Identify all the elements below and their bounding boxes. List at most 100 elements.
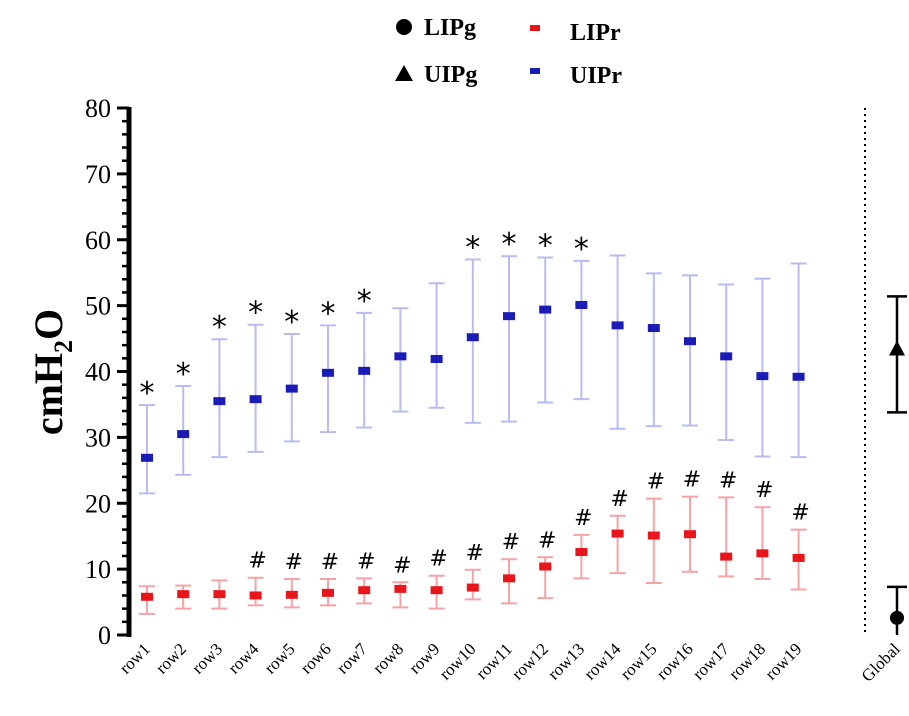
uipr-point — [464, 258, 481, 424]
y-tick-label: 70 — [85, 160, 111, 189]
lipr-point — [718, 496, 735, 578]
lipr-point — [428, 574, 445, 610]
significance-star: * — [321, 296, 336, 331]
x-tick-label: row3 — [188, 639, 226, 677]
significance-hash: # — [755, 478, 773, 503]
lipr-marker — [720, 552, 733, 561]
significance-hash: # — [647, 470, 665, 495]
significance-star: * — [357, 284, 372, 319]
uipr-marker — [539, 305, 552, 314]
significance-hash: # — [538, 528, 556, 553]
lipr-marker — [756, 549, 769, 558]
uipr-point — [392, 307, 409, 413]
lipr-point — [609, 514, 626, 575]
uipr-point — [537, 256, 554, 404]
uipr-marker — [285, 384, 298, 393]
y-axis: 0 10 20 30 40 50 60 70 80 — [85, 94, 132, 650]
uipr-marker — [177, 430, 190, 439]
legend-uipg-marker — [395, 65, 413, 81]
significance-hash: # — [429, 547, 447, 572]
legend-item-uipg: UIPg — [395, 62, 477, 88]
y-tick-label: 20 — [85, 489, 111, 518]
lipg-point — [887, 585, 907, 635]
x-tick-label: row10 — [435, 639, 479, 683]
lipr-marker — [213, 590, 226, 599]
x-tick-label: row7 — [333, 639, 371, 677]
lipr-point — [211, 579, 228, 610]
x-tick-label: row16 — [653, 639, 697, 683]
uipr-point — [211, 338, 228, 459]
lipr-point — [356, 577, 373, 605]
uipr-marker — [249, 395, 262, 404]
significance-star: * — [502, 227, 517, 262]
uipr-point — [501, 255, 517, 423]
uipr-marker — [756, 372, 769, 381]
uipr-marker — [792, 372, 805, 381]
significance-star: * — [574, 232, 589, 267]
significance-hash: # — [502, 530, 520, 555]
significance-star: * — [176, 357, 191, 392]
uipr-marker — [358, 366, 371, 375]
legend-uipr-label: UIPr — [570, 63, 622, 89]
significance-hash: # — [791, 501, 809, 526]
lipr-marker — [466, 583, 479, 592]
significance-hash: # — [321, 550, 339, 575]
lipr-point — [645, 497, 662, 584]
lipr-marker — [322, 588, 334, 597]
lipr-point — [537, 556, 554, 600]
lipr-marker — [358, 586, 371, 595]
lipr-marker — [394, 584, 407, 593]
x-tick-label: row8 — [369, 639, 407, 677]
uipr-point — [790, 262, 807, 459]
uipr-point — [283, 332, 300, 443]
lipr-point — [247, 576, 264, 607]
x-tick-label: row17 — [689, 639, 734, 684]
x-tick-label: row14 — [580, 639, 625, 684]
lipr-point — [573, 533, 590, 580]
uipg-point — [887, 295, 907, 414]
lipr-point — [682, 495, 698, 573]
y-axis-title-end: O — [26, 309, 71, 340]
x-tick-label: row12 — [508, 639, 552, 683]
significance-star: * — [248, 296, 263, 331]
lipg-marker — [890, 610, 904, 625]
x-tick-label: row15 — [616, 639, 660, 683]
uipr-marker — [394, 352, 407, 361]
uipr-point — [247, 323, 264, 453]
lipr-marker — [285, 590, 298, 599]
lipr-point — [501, 558, 517, 605]
uipr-point — [320, 324, 336, 434]
x-tick-label-global: Global — [858, 639, 904, 685]
lipr-marker — [141, 592, 153, 601]
y-tick-label: 40 — [85, 358, 111, 387]
legend: LIPg LIPr UIPg UIPr — [395, 15, 622, 89]
svg-text:cmH2O: cmH2O — [26, 309, 78, 435]
legend-item-lipr: LIPr — [530, 20, 621, 46]
uipr-marker — [141, 453, 153, 462]
series-lipr — [139, 495, 807, 615]
x-tick-label: row6 — [297, 639, 335, 677]
uipr-point — [754, 277, 771, 458]
uipr-marker — [575, 300, 588, 309]
uipr-point — [645, 272, 662, 428]
legend-lipr-marker — [530, 25, 540, 31]
significance-hash: # — [610, 487, 628, 512]
x-tick-label: row13 — [544, 639, 588, 683]
lipr-marker — [575, 547, 588, 556]
lipr-marker — [503, 574, 515, 583]
uipr-marker — [213, 397, 226, 406]
series-uipr — [139, 254, 807, 495]
lipr-point — [464, 568, 481, 601]
uipr-marker — [466, 333, 479, 342]
y-axis-title: cmH2O — [26, 309, 78, 435]
lipr-marker — [177, 590, 190, 599]
uipr-point — [356, 311, 373, 429]
uipr-marker — [684, 337, 696, 346]
uipg-marker — [889, 340, 905, 356]
significance-hash: # — [357, 549, 375, 574]
y-axis-title-subscript: 2 — [49, 340, 78, 353]
x-tick-label: row4 — [224, 639, 262, 677]
significance-hash: # — [466, 541, 484, 566]
legend-lipr-label: LIPr — [570, 20, 621, 46]
